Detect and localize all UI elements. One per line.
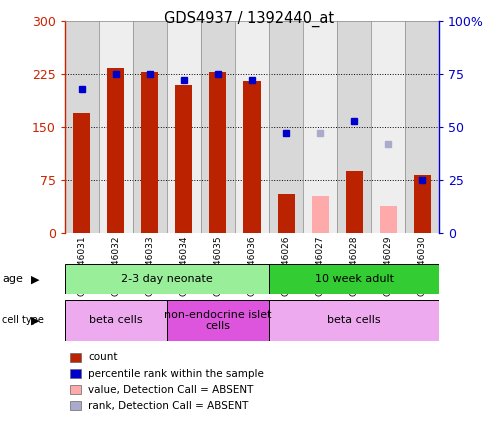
Text: value, Detection Call = ABSENT: value, Detection Call = ABSENT [88,385,253,395]
Bar [167,300,269,341]
Bar [405,21,439,233]
Bar [414,175,431,233]
Text: beta cells: beta cells [327,316,381,325]
Text: percentile rank within the sample: percentile rank within the sample [88,368,264,379]
Bar [235,21,269,233]
Bar [269,21,303,233]
Bar [65,21,99,233]
Text: 10 week adult: 10 week adult [314,274,394,284]
Bar [337,21,371,233]
Bar [269,300,439,341]
Bar [65,264,269,294]
Bar [167,21,201,233]
Text: rank, Detection Call = ABSENT: rank, Detection Call = ABSENT [88,401,249,411]
Bar [210,72,227,233]
Text: non-endocrine islet
cells: non-endocrine islet cells [164,310,272,331]
Text: ▶: ▶ [31,274,39,284]
Bar [99,21,133,233]
Bar [371,21,405,233]
Bar [65,300,167,341]
Text: ▶: ▶ [31,316,39,325]
Bar [311,196,328,233]
Text: 2-3 day neonate: 2-3 day neonate [121,274,213,284]
Bar [107,69,124,233]
Text: age: age [2,274,23,284]
Text: cell type: cell type [2,316,44,325]
Text: GDS4937 / 1392440_at: GDS4937 / 1392440_at [165,11,334,27]
Text: beta cells: beta cells [89,316,143,325]
Bar [176,85,193,233]
Bar [345,170,363,233]
Bar [133,21,167,233]
Bar [269,264,439,294]
Text: count: count [88,352,118,363]
Bar [380,206,397,233]
Bar [73,113,90,233]
Bar [277,194,294,233]
Bar [244,81,260,233]
Bar [141,72,158,233]
Bar [303,21,337,233]
Bar [201,21,235,233]
